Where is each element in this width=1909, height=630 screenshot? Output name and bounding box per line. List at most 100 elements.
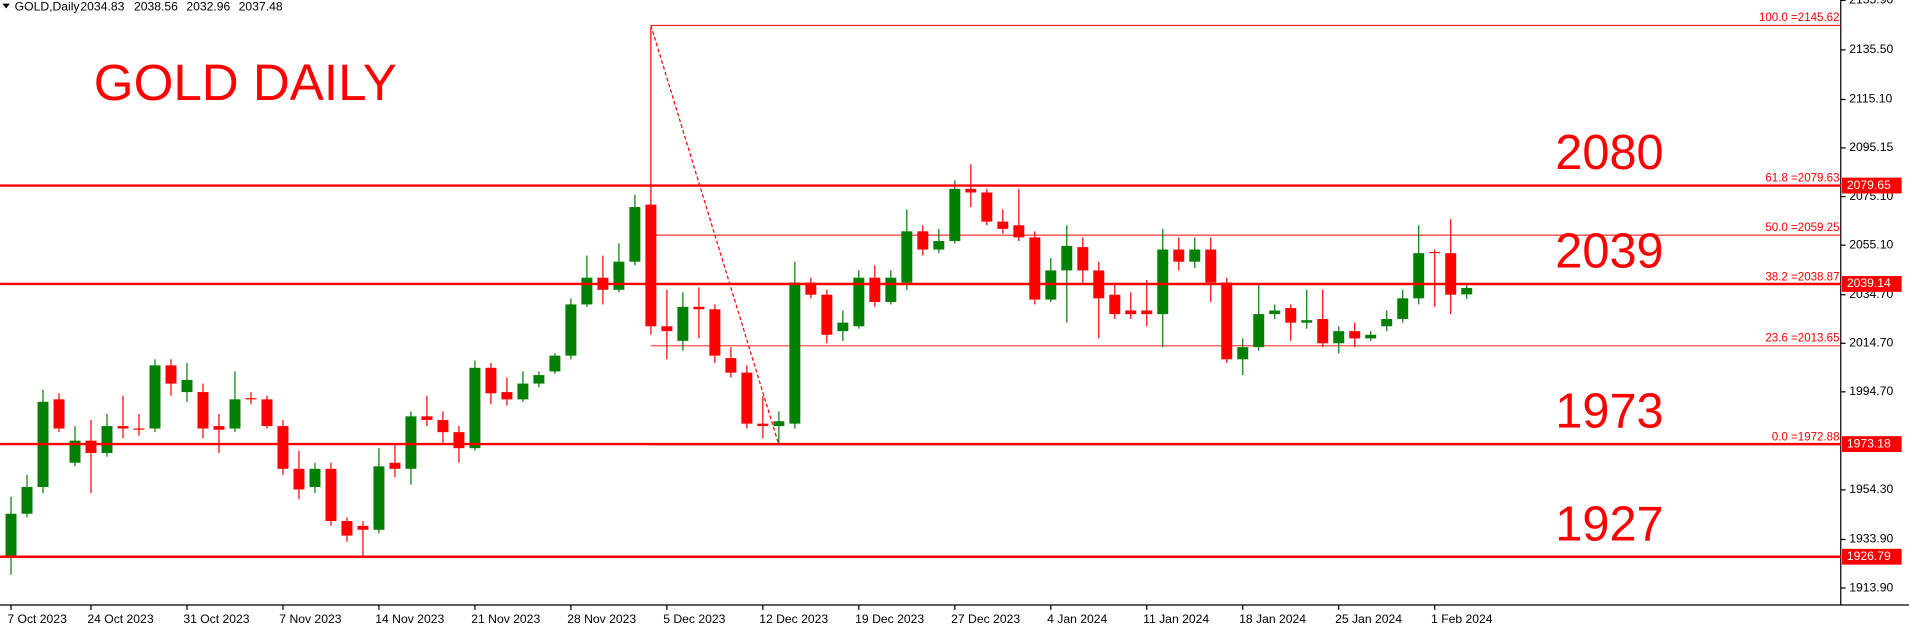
candle-body <box>181 379 193 393</box>
candle-body <box>549 355 561 372</box>
candle-body <box>1301 320 1313 323</box>
candle-body <box>709 309 721 356</box>
x-tick-label: 5 Dec 2023 <box>663 612 725 626</box>
level-price-box <box>1841 177 1902 194</box>
candle-body <box>437 420 449 433</box>
candle-body <box>1333 331 1345 344</box>
candle-body <box>421 416 433 421</box>
candle-body <box>85 440 97 454</box>
candle-body <box>1109 294 1121 315</box>
candle-body <box>581 277 593 305</box>
candle-body <box>1221 282 1233 360</box>
header-arrow <box>2 3 10 9</box>
fib-label: 61.8 =2079.63 <box>1765 172 1839 184</box>
header-close: 2037.48 <box>239 0 283 14</box>
symbol: GOLD,Daily <box>15 0 81 14</box>
candle-body <box>453 432 465 449</box>
y-tick-label: 2095.15 <box>1849 140 1893 154</box>
x-tick-label: 31 Oct 2023 <box>183 612 249 626</box>
candle-body <box>677 306 689 341</box>
header-open: 2034.83 <box>80 0 124 14</box>
candle-body <box>1365 334 1377 339</box>
candle-body <box>1013 225 1025 238</box>
y-tick-label: 2135.50 <box>1849 42 1893 56</box>
candle-body <box>325 468 337 522</box>
candle-body <box>1269 310 1281 315</box>
y-tick-label: 2055.10 <box>1849 237 1893 251</box>
candle-body <box>229 399 241 429</box>
candle-body <box>645 204 657 327</box>
candle-body <box>1237 347 1249 360</box>
level-text: 1973 <box>1555 385 1663 439</box>
candle-body <box>1349 331 1361 339</box>
x-tick-label: 28 Nov 2023 <box>567 612 636 626</box>
level-price-label: 2039.14 <box>1847 276 1891 290</box>
candle-body <box>613 261 625 290</box>
candle-body <box>1141 310 1153 315</box>
level-price-box <box>1841 276 1902 292</box>
header-low: 2032.96 <box>186 0 230 14</box>
level-text: 1927 <box>1555 497 1663 551</box>
candle-body <box>533 375 545 384</box>
candle-body <box>5 513 17 558</box>
x-tick-label: 19 Dec 2023 <box>855 612 924 626</box>
candle-body <box>165 365 177 384</box>
candle-body <box>389 462 401 469</box>
candle-body <box>981 192 993 222</box>
candle-body <box>949 188 961 242</box>
candle-body <box>197 392 209 429</box>
level-price-label: 1973.18 <box>1847 436 1891 450</box>
x-tick-label: 4 Jan 2024 <box>1047 612 1107 626</box>
candle-body <box>885 277 897 302</box>
candle-body <box>1077 247 1089 271</box>
candle-body <box>485 367 497 394</box>
candle-body <box>117 426 129 429</box>
fib-trend-line <box>650 25 780 445</box>
candle-body <box>805 282 817 295</box>
y-tick-label: 1933.90 <box>1849 532 1893 546</box>
candle-body <box>565 304 577 356</box>
candle-body <box>789 282 801 424</box>
level-text: 2080 <box>1555 126 1663 180</box>
candle-body <box>309 468 321 488</box>
level-price-box <box>1841 548 1902 565</box>
level-price-label: 1926.79 <box>1847 549 1891 563</box>
x-tick-label: 14 Nov 2023 <box>375 612 444 626</box>
candle-body <box>1125 310 1137 315</box>
candle-body <box>821 294 833 335</box>
candle-body <box>869 277 881 302</box>
candle-body <box>341 521 353 536</box>
candle-body <box>1429 251 1441 254</box>
candle-body <box>277 426 289 469</box>
candle-body <box>1189 249 1201 262</box>
x-tick-label: 24 Oct 2023 <box>87 612 153 626</box>
candle-body <box>245 398 257 400</box>
level-text: 2039 <box>1555 225 1663 279</box>
y-tick-label: 2014.70 <box>1849 335 1893 349</box>
candle-body <box>757 423 769 427</box>
fib-label: 38.2 =2038.87 <box>1765 271 1839 283</box>
candle-body <box>469 367 481 449</box>
candle-body <box>1061 245 1073 271</box>
candle-body <box>149 365 161 429</box>
candle-body <box>725 358 737 373</box>
candle-body <box>901 231 913 283</box>
candle-body <box>1461 287 1473 295</box>
candle-body <box>1317 318 1329 344</box>
candle-body <box>965 188 977 193</box>
header-high: 2038.56 <box>134 0 178 14</box>
candle-body <box>1285 308 1297 323</box>
level-price-box <box>1841 436 1902 453</box>
candle-body <box>501 392 513 400</box>
candle-body <box>101 426 113 454</box>
candle-body <box>853 277 865 327</box>
candle-body <box>629 207 641 262</box>
y-tick-label: 1954.30 <box>1849 482 1893 496</box>
candle-body <box>373 466 385 530</box>
candle-body <box>53 399 65 429</box>
candle-body <box>405 416 417 469</box>
candle-body <box>1029 237 1041 300</box>
fib-label: 0.0 =1972.88 <box>1772 432 1840 444</box>
